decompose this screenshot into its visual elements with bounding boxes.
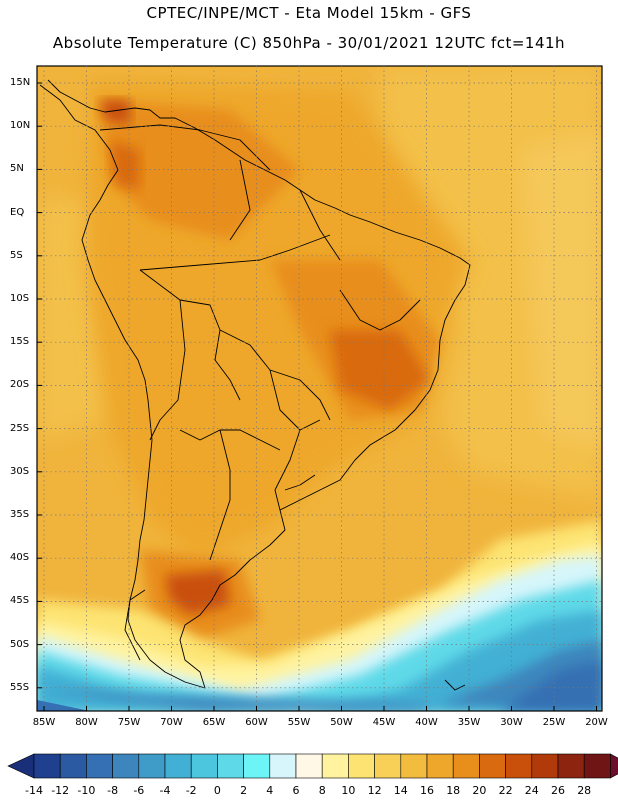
colorbar-label: -2 (185, 784, 197, 797)
colorbar-label: -10 (77, 784, 96, 797)
colorbar-swatch (217, 753, 244, 779)
colorbar-swatch (452, 753, 480, 779)
longitude-label: 40W (415, 717, 438, 728)
latitude-label: 15S (10, 336, 30, 348)
colorbar-label: 8 (318, 784, 326, 797)
latitude-label: 10N (10, 120, 31, 132)
colorbar-swatch (86, 753, 113, 779)
graticule (37, 66, 602, 711)
colorbar-label: -14 (25, 784, 43, 797)
colorbar-swatch (400, 753, 428, 779)
colorbar-label: -12 (51, 784, 70, 797)
colorbar-swatch (33, 753, 61, 779)
colorbar-label: 6 (292, 784, 300, 797)
colorbar-label: 22 (498, 784, 513, 797)
latitude-label: EQ (10, 206, 25, 218)
colorbar-swatch (190, 753, 218, 779)
colorbar-label: 18 (446, 784, 461, 797)
latitude-label: 5N (10, 163, 24, 175)
coastline (39, 79, 471, 691)
longitude-label: 20W (585, 717, 608, 728)
colorbar (7, 753, 618, 779)
latitude-label: 25S (10, 422, 30, 434)
colorbar-swatch (348, 753, 375, 779)
latitude-label: 5S (10, 249, 23, 261)
longitude-label: 80W (75, 717, 98, 728)
latitude-label: 15N (10, 77, 31, 88)
longitude-label: 70W (160, 717, 183, 728)
colorbar-swatch (321, 753, 349, 779)
latitude-label: 20S (10, 379, 30, 391)
colorbar-swatch (243, 753, 271, 779)
colorbar-label: 0 (213, 784, 221, 797)
longitude-label: 30W (500, 717, 523, 728)
colorbar-label: 12 (367, 784, 382, 797)
map-frame (36, 65, 603, 712)
colorbar-swatch (138, 753, 166, 779)
colorbar-swatch (59, 753, 87, 779)
colorbar-high-arrow (610, 753, 618, 779)
colorbar-swatch (426, 753, 454, 779)
colorbar-label: 14 (393, 784, 408, 797)
colorbar-swatch (583, 753, 611, 779)
colorbar-label: 10 (341, 784, 356, 797)
longitude-label: 45W (372, 717, 396, 728)
colorbar-swatch (479, 753, 506, 779)
latitude-label: 10S (10, 293, 30, 304)
colorbar-swatch (505, 753, 533, 779)
colorbar-swatch (295, 753, 323, 779)
colorbar-label: -6 (133, 784, 145, 797)
longitude-label: 85W (32, 717, 56, 728)
colorbar-swatch (269, 753, 297, 779)
latitude-label: 55S (10, 681, 30, 693)
colorbar-swatch (164, 753, 192, 779)
colorbar-label: 26 (551, 784, 565, 797)
longitude-label: 35W (457, 717, 481, 728)
longitude-label: 25W (542, 717, 566, 728)
colorbar-label: 2 (240, 784, 248, 797)
latitude-label: 45S (10, 595, 30, 607)
longitude-label: 55W (287, 717, 311, 728)
temperature-field (37, 66, 602, 711)
colorbar-label: 28 (577, 784, 592, 797)
longitude-label: 50W (330, 717, 353, 728)
colorbar-label: 24 (524, 784, 539, 797)
colorbar-label: 20 (472, 784, 487, 797)
latitude-label: 35S (10, 509, 30, 520)
colorbar-label: -4 (159, 784, 171, 797)
colorbar-swatch (531, 753, 559, 779)
longitude-label: 60W (245, 717, 268, 728)
colorbar-swatch (374, 753, 402, 779)
chart-title-line2: Absolute Temperature (C) 850hPa - 30/01/… (52, 34, 566, 52)
colorbar-low-arrow (7, 753, 35, 779)
longitude-label: 75W (117, 717, 141, 728)
longitude-label: 65W (202, 717, 226, 728)
colorbar-swatch (112, 753, 140, 779)
chart-title-line1: CPTEC/INPE/MCT - Eta Model 15km - GFS (146, 4, 472, 22)
colorbar-label: 16 (420, 784, 434, 797)
colorbar-swatch (557, 753, 585, 779)
colorbar-label: -8 (107, 784, 119, 797)
colorbar-label: 4 (266, 784, 274, 797)
latitude-label: 40S (10, 552, 30, 564)
latitude-label: 30S (10, 465, 30, 477)
latitude-label: 50S (10, 638, 30, 650)
